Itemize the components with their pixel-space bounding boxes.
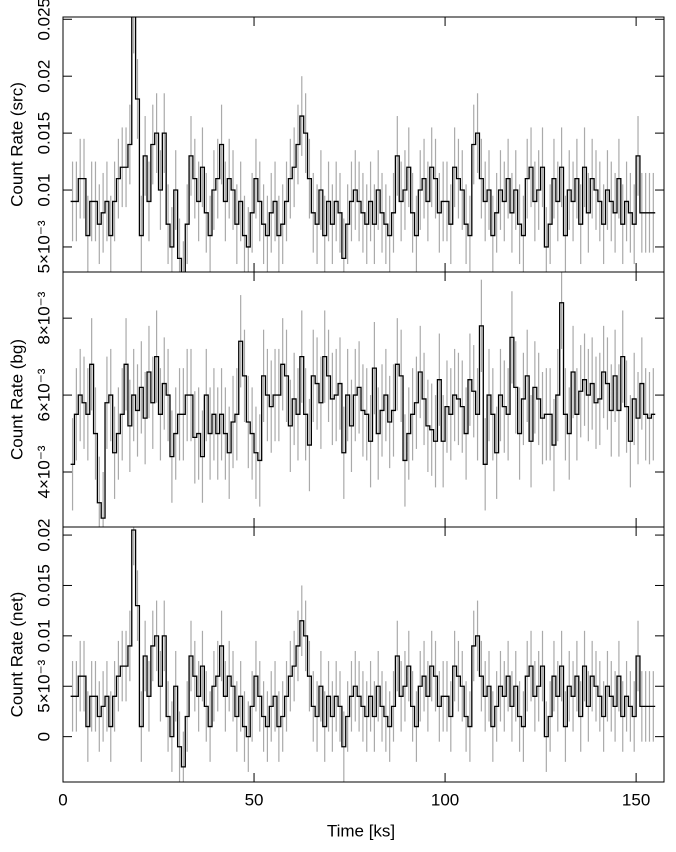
- panel-frame: [62, 526, 665, 783]
- y-tick-label: 4×10⁻³: [34, 445, 53, 498]
- y-tick-label: 0.02: [34, 519, 53, 552]
- y-tick-label: 5×10⁻³: [34, 220, 53, 273]
- y-tick-label: 0.01: [34, 619, 53, 652]
- plot-area: [70, 17, 656, 272]
- light-curve: [70, 17, 656, 272]
- y-tick-label: 0.01: [34, 173, 53, 206]
- y-tick-label: 5×10⁻³: [34, 659, 53, 712]
- y-tick-label: 6×10⁻³: [34, 368, 53, 421]
- light-curve: [70, 302, 656, 519]
- light-curve: [70, 529, 656, 768]
- y-axis-label: Count Rate (net): [7, 592, 26, 718]
- plot-area: [70, 272, 656, 527]
- y-axis-label: Count Rate (src): [7, 82, 26, 207]
- x-axis-label: Time [ks]: [327, 821, 395, 840]
- y-tick-label: 0.015: [34, 112, 53, 155]
- x-tick-label: 100: [431, 790, 459, 809]
- y-tick-label: 8×10⁻³: [34, 291, 53, 344]
- y-tick-label: 0: [34, 732, 53, 741]
- y-tick-label: 0.015: [34, 564, 53, 607]
- x-tick-label: 50: [245, 790, 264, 809]
- y-tick-label: 0.025: [34, 0, 53, 41]
- y-axis-label: Count Rate (bg): [7, 339, 26, 460]
- plot-area: [70, 527, 656, 782]
- y-tick-label: 0.02: [34, 60, 53, 93]
- x-tick-label: 0: [58, 790, 67, 809]
- x-tick-label: 150: [622, 790, 650, 809]
